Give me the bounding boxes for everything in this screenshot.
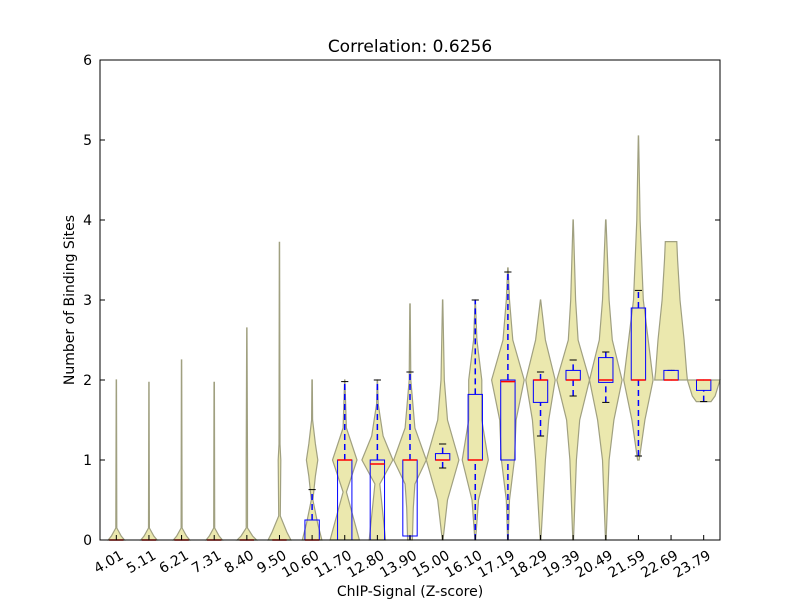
violin <box>106 379 126 541</box>
y-tick-label: 0 <box>83 533 92 549</box>
y-tick-label: 6 <box>83 53 92 69</box>
y-tick-label: 2 <box>83 373 92 389</box>
violin <box>301 379 323 541</box>
y-tick-label: 1 <box>83 453 92 469</box>
y-tick-label: 5 <box>83 133 92 149</box>
x-axis-label: ChIP-Signal (Z-score) <box>337 584 483 600</box>
violin <box>267 241 292 541</box>
violin <box>393 303 427 541</box>
box <box>500 379 516 461</box>
violin <box>204 381 224 541</box>
y-axis-label: Number of Binding Sites <box>62 215 78 385</box>
plot-frame <box>99 59 721 541</box>
violin <box>425 299 460 541</box>
y-tick-label: 4 <box>83 213 92 229</box>
box <box>598 357 614 383</box>
violin <box>172 359 191 541</box>
violin <box>139 381 159 541</box>
violin <box>235 327 259 541</box>
y-tick-label: 3 <box>83 293 92 309</box>
chart-title: Correlation: 0.6256 <box>328 37 492 57</box>
violin <box>654 241 689 381</box>
